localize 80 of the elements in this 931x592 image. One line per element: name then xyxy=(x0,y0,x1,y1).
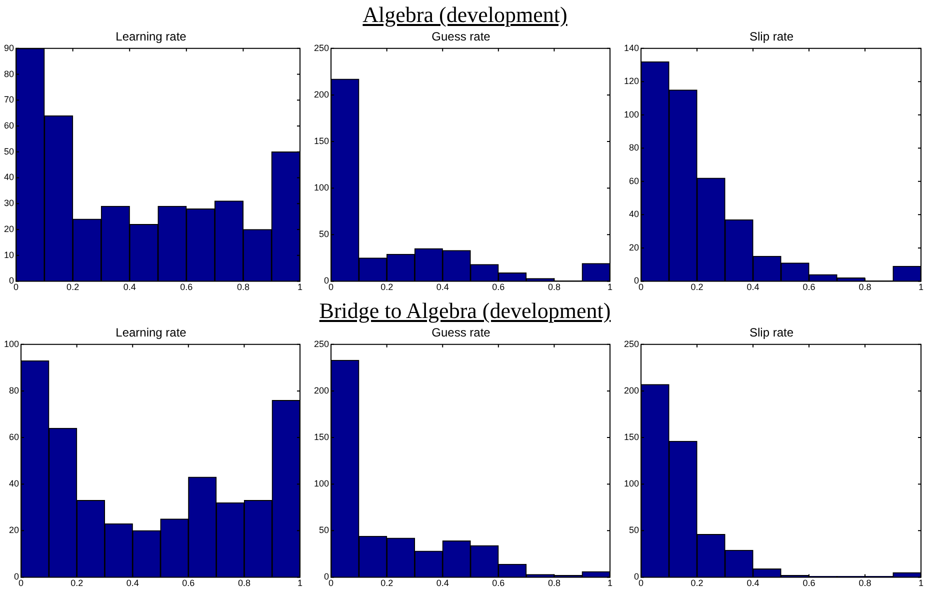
x-tick-label: 0.2 xyxy=(690,282,704,292)
x-tick-label: 0.8 xyxy=(238,578,250,588)
x-tick-label: 0.6 xyxy=(802,282,816,292)
text: Bridge to Algebra (development) xyxy=(319,298,611,323)
chart-title: Guess rate xyxy=(432,30,491,44)
y-tick-label: 0 xyxy=(634,276,640,286)
x-tick-label: 0.4 xyxy=(746,282,760,292)
x-tick-label: 0.6 xyxy=(492,578,505,588)
x-tick-label: 0.4 xyxy=(126,578,139,588)
y-tick-label: 100 xyxy=(314,182,330,193)
x-tick-label: 1 xyxy=(607,578,613,588)
chart-title: Slip rate xyxy=(749,326,794,340)
y-tick-label: 30 xyxy=(4,198,14,208)
x-tick-label: 0.2 xyxy=(66,282,80,292)
y-tick-label: 80 xyxy=(9,385,20,396)
y-tick-label: 0 xyxy=(14,572,20,582)
chart-title: Learning rate xyxy=(116,326,187,340)
y-tick-label: 100 xyxy=(4,338,20,349)
x-tick-label: 1 xyxy=(297,578,303,588)
x-tick-label: 0.2 xyxy=(380,578,394,588)
y-tick-label: 140 xyxy=(624,42,640,53)
y-tick-label: 0 xyxy=(8,276,14,286)
y-tick-label: 20 xyxy=(4,224,14,234)
y-tick-label: 250 xyxy=(314,338,330,349)
y-tick-label: 0 xyxy=(634,572,640,582)
text: Algebra (development) xyxy=(362,2,568,27)
y-tick-label: 50 xyxy=(4,146,14,156)
y-tick-label: 100 xyxy=(314,478,330,489)
y-tick-label: 150 xyxy=(314,136,330,146)
y-tick-label: 200 xyxy=(624,385,640,396)
y-tick-label: 120 xyxy=(624,76,640,86)
x-tick-label: 0.4 xyxy=(436,578,449,588)
x-tick-label: 1 xyxy=(297,282,303,292)
x-tick-label: 0.8 xyxy=(858,282,872,292)
y-tick-label: 40 xyxy=(629,209,640,220)
chart-title: Slip rate xyxy=(749,30,794,44)
x-tick-label: 0.4 xyxy=(123,282,136,292)
x-tick-label: 0.2 xyxy=(70,578,84,588)
x-tick-label: 0.8 xyxy=(548,282,560,292)
y-tick-label: 250 xyxy=(624,338,640,349)
x-tick-label: 0.4 xyxy=(436,282,449,292)
x-tick-label: 0.8 xyxy=(858,578,872,588)
x-tick-label: 0.8 xyxy=(548,578,560,588)
y-tick-label: 0 xyxy=(324,572,330,582)
y-tick-label: 200 xyxy=(314,89,330,100)
y-tick-label: 60 xyxy=(4,120,14,130)
y-tick-label: 10 xyxy=(4,250,14,260)
y-tick-label: 20 xyxy=(9,525,20,536)
y-tick-label: 20 xyxy=(629,242,640,252)
y-tick-label: 150 xyxy=(314,432,330,442)
y-tick-label: 50 xyxy=(629,525,640,536)
x-tick-label: 0.4 xyxy=(746,578,760,588)
y-tick-label: 80 xyxy=(629,142,640,153)
y-tick-label: 250 xyxy=(314,42,330,53)
y-tick-label: 90 xyxy=(4,42,14,53)
chart-title: Learning rate xyxy=(116,30,187,44)
x-tick-label: 1 xyxy=(918,282,924,292)
y-tick-label: 70 xyxy=(4,94,14,105)
y-tick-label: 80 xyxy=(4,68,14,79)
y-tick-label: 200 xyxy=(314,385,330,396)
y-tick-label: 100 xyxy=(624,109,640,120)
y-tick-label: 60 xyxy=(9,432,20,442)
x-tick-label: 0.6 xyxy=(180,282,193,292)
y-tick-label: 50 xyxy=(319,229,330,240)
y-tick-label: 50 xyxy=(319,525,330,536)
y-tick-label: 150 xyxy=(624,432,640,442)
x-tick-label: 0.6 xyxy=(492,282,505,292)
x-tick-label: 0.6 xyxy=(802,578,816,588)
y-tick-label: 100 xyxy=(624,478,640,489)
y-tick-label: 40 xyxy=(9,478,20,489)
x-tick-label: 1 xyxy=(607,282,613,292)
x-tick-label: 0.6 xyxy=(182,578,195,588)
x-tick-label: 0.8 xyxy=(236,282,250,292)
x-tick-label: 0.2 xyxy=(380,282,394,292)
chart-title: Guess rate xyxy=(432,326,491,340)
y-tick-label: 0 xyxy=(324,276,330,286)
y-tick-label: 40 xyxy=(4,172,14,182)
x-tick-label: 0.2 xyxy=(690,578,704,588)
x-tick-label: 1 xyxy=(918,578,924,588)
y-tick-label: 60 xyxy=(629,176,640,186)
